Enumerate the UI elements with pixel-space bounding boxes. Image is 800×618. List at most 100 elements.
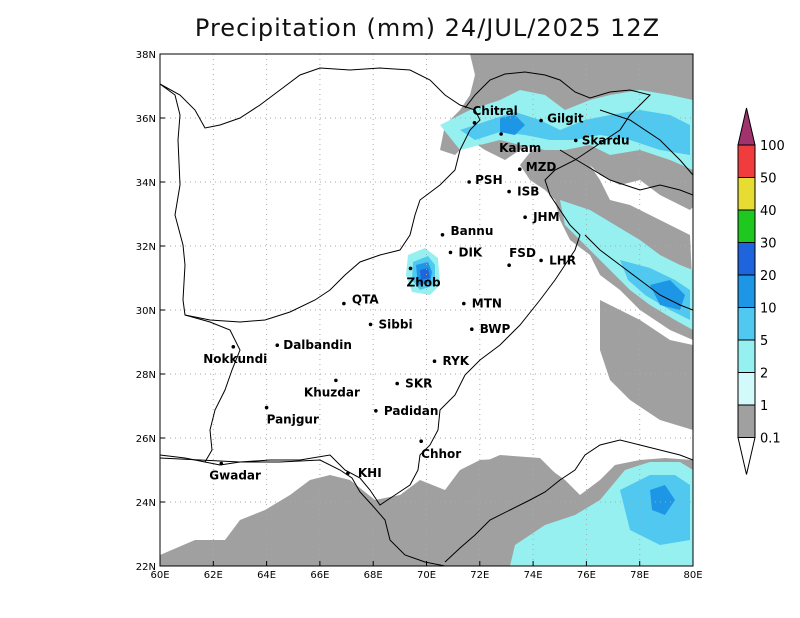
- city-marker: [219, 461, 224, 466]
- city-marker: [368, 322, 373, 327]
- city-label: DIK: [458, 245, 482, 259]
- city-marker: [448, 250, 453, 255]
- city-marker: [507, 263, 511, 268]
- coastline: [160, 457, 446, 566]
- city-label: Gwadar: [209, 469, 261, 483]
- china-border: [599, 109, 693, 176]
- lon-tick-label: 60E: [150, 570, 169, 581]
- lon-tick-label: 64E: [257, 570, 276, 581]
- colorbar-label: 100: [760, 139, 785, 154]
- colorbar-segment: [737, 404, 756, 438]
- city-label: Bannu: [450, 224, 493, 238]
- city-gwadar: Gwadar: [209, 461, 261, 483]
- afghanistan-border: [160, 67, 481, 323]
- city-skr: SKR: [395, 377, 432, 391]
- city-label: Zhob: [407, 275, 441, 289]
- lon-tick-label: 70E: [417, 570, 436, 581]
- colorbar-segment: [737, 242, 756, 276]
- city-marker: [573, 138, 578, 143]
- colorbar-segment: [737, 307, 756, 341]
- colorbar-segment: [737, 274, 756, 308]
- city-bwp: BWP: [470, 322, 511, 336]
- precip-darkblue-zhob: [420, 268, 430, 280]
- city-label: SKR: [405, 377, 432, 391]
- lon-tick-label: 76E: [577, 570, 596, 581]
- kashmir-loc: [559, 149, 693, 196]
- colorbar-segment: [737, 372, 756, 406]
- city-marker: [346, 471, 350, 476]
- colorbar-segment: [737, 339, 756, 373]
- lat-tick-label: 24N: [136, 498, 156, 509]
- precip-gray-thar: [465, 455, 560, 505]
- colorbar: 0.1 1 2 5 10 20 30 40 50 100: [737, 107, 785, 475]
- lat-tick-label: 26N: [136, 434, 156, 445]
- city-marker: [419, 439, 423, 444]
- colorbar-segment: [737, 209, 756, 243]
- city-fsd: FSD: [507, 246, 536, 268]
- lat-tick-label: 32N: [136, 242, 156, 253]
- precip-blue-east: [650, 280, 685, 310]
- city-marker: [507, 189, 511, 194]
- city-label: Panjgur: [267, 413, 319, 427]
- precip-gray-east: [600, 300, 693, 430]
- colorbar-label: 30: [760, 237, 777, 252]
- city-qta: QTA: [342, 293, 379, 307]
- city-lhr: LHR: [539, 253, 576, 267]
- city-label: JHM: [532, 210, 559, 224]
- colorbar-label: 0.1: [760, 432, 781, 447]
- city-marker: [523, 215, 527, 219]
- city-label: BWP: [480, 322, 511, 336]
- iran-border: [160, 454, 206, 463]
- city-isb: ISB: [507, 185, 539, 199]
- colorbar-segment: [737, 177, 756, 211]
- country-boundaries: [160, 67, 693, 566]
- city-marker: [472, 121, 477, 125]
- city-marker: [408, 266, 413, 271]
- city-marker: [275, 343, 280, 348]
- axis-ticks: 60E 62E 64E 66E 68E 70E 72E 74E 76E 78E 80E 22N 24N 2…: [136, 50, 703, 581]
- city-psh: PSH: [467, 173, 503, 187]
- city-marker: [539, 118, 543, 123]
- pakistan-border: [184, 71, 651, 506]
- lon-tick-label: 62E: [204, 570, 223, 581]
- india-border-south: [444, 439, 693, 563]
- city-bannu: Bannu: [440, 224, 493, 238]
- colorbar-label: 5: [760, 334, 768, 349]
- city-label: FSD: [509, 246, 536, 260]
- city-label: Sibbi: [379, 317, 413, 331]
- colorbar-under-arrow: [737, 437, 756, 475]
- city-label: MZD: [526, 160, 557, 174]
- city-label: ISB: [517, 185, 539, 199]
- city-sibbi: Sibbi: [368, 317, 413, 331]
- lat-tick-label: 38N: [136, 50, 156, 61]
- city-skardu: Skardu: [573, 133, 630, 147]
- city-gilgit: Gilgit: [539, 112, 584, 126]
- city-marker: [462, 301, 466, 306]
- lon-tick-label: 78E: [630, 570, 649, 581]
- city-label: MTN: [472, 297, 502, 311]
- city-mzd: MZD: [517, 160, 557, 174]
- india-border: [584, 234, 693, 311]
- city-ryk: RYK: [432, 354, 470, 368]
- lat-tick-label: 22N: [136, 562, 156, 573]
- city-label: Dalbandin: [283, 338, 352, 352]
- city-marker: [264, 405, 269, 410]
- colorbar-over-arrow: [737, 107, 756, 146]
- lon-tick-label: 66E: [310, 570, 329, 581]
- city-label: Chhor: [421, 447, 461, 461]
- city-kalam: Kalam: [499, 132, 541, 155]
- lat-tick-label: 30N: [136, 306, 156, 317]
- city-khuzdar: Khuzdar: [304, 378, 360, 399]
- precip-blue-se: [650, 485, 675, 515]
- city-dalbandin: Dalbandin: [275, 338, 352, 352]
- precipitation-field: [160, 54, 693, 566]
- city-marker: [517, 167, 522, 171]
- city-label: PSH: [475, 173, 502, 187]
- lat-tick-label: 28N: [136, 370, 156, 381]
- city-zhob: Zhob: [407, 266, 441, 289]
- colorbar-label: 10: [760, 302, 777, 317]
- lon-tick-label: 72E: [470, 570, 489, 581]
- city-dik: DIK: [448, 245, 483, 259]
- colorbar-label: 2: [760, 367, 768, 382]
